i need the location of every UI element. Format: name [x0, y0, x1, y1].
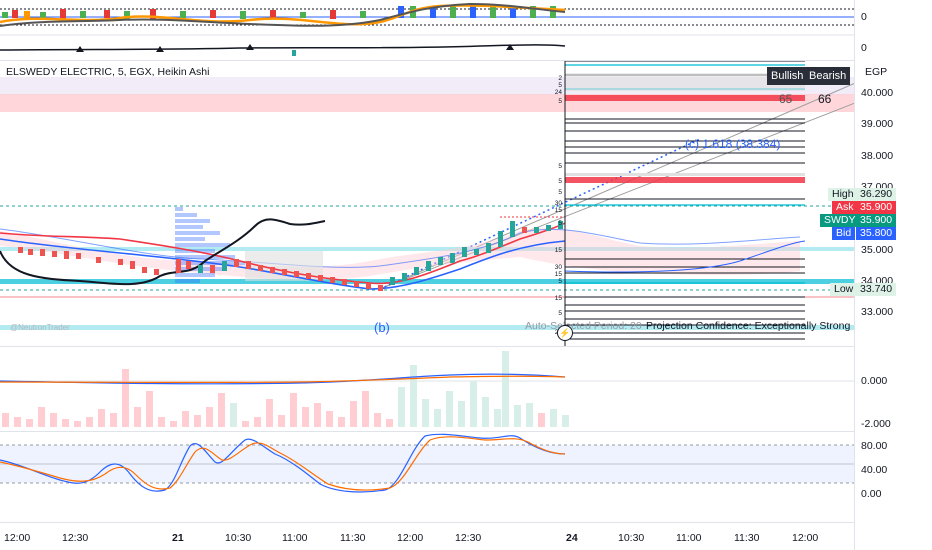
top-indicator-panel[interactable] [0, 0, 854, 60]
stochastic-panel[interactable] [0, 432, 854, 522]
bullish-value: 65 [779, 92, 793, 106]
profile-number: 15 [554, 295, 562, 302]
profile-number: 5 [558, 163, 562, 170]
period-text: Auto-Selected Period: 20 [525, 320, 642, 332]
time-axis-label: 12:30 [62, 532, 89, 544]
momentum-line [0, 44, 566, 51]
bid-tag-value: 35.800 [856, 227, 897, 240]
chart-title: ELSWEDY ELECTRIC, 5, EGX, Heikin Ashi [6, 66, 210, 78]
profile-number: 5 [558, 310, 562, 317]
signal-line [0, 375, 566, 384]
bid-tag-label: Bid [832, 227, 856, 240]
stoch-axis-label: 0.00 [861, 488, 882, 500]
bullish-button[interactable]: Bullish [767, 67, 808, 85]
stoch-axis-label: 40.00 [861, 464, 888, 476]
time-axis-label: 10:30 [225, 532, 252, 544]
confidence-text: Projection Confidence: Exceptionally Str… [646, 320, 851, 332]
time-axis-label: 11:30 [340, 532, 366, 544]
ask-tag-label: Ask [832, 201, 858, 214]
time-axis-label: 24 [566, 532, 578, 544]
price-axis-label: 33.000 [861, 306, 894, 318]
price-chart[interactable] [0, 61, 854, 346]
top-indicator-bars [2, 6, 556, 19]
bearish-button[interactable]: Bearish [805, 67, 851, 85]
time-axis-label: 10:30 [618, 532, 645, 544]
heikin-ashi-candles [18, 221, 563, 291]
time-axis-label: 11:00 [676, 532, 702, 544]
watermark: @NeutronTrader [10, 323, 70, 332]
time-axis-label: 12:00 [792, 532, 819, 544]
low-tag-label: Low [830, 283, 858, 296]
moving-average-blue [0, 238, 566, 290]
profile-number: 30 [554, 264, 562, 271]
symbol-tag-label: SWDY [820, 214, 860, 227]
symbol-tag-value: 35.900 [856, 214, 897, 227]
top-indicator-line-dark [0, 2, 566, 27]
ask-tag-value: 35.900 [856, 201, 897, 214]
macd-line [0, 373, 566, 385]
profile-number: 5 [558, 189, 562, 196]
profile-number: 30 [554, 200, 562, 207]
low-tag-value: 33.740 [856, 283, 897, 296]
currency-label[interactable]: EGP [865, 66, 888, 78]
profile-number: 5 [558, 82, 562, 89]
macd-axis-label: -2.000 [861, 418, 891, 430]
fib-target-label: (c) 1.618 (38.384) [685, 137, 781, 151]
profile-numbers: 2 5 24 5 5 5 5 30 15 5 15 30 15 5 15 5 2… [548, 75, 562, 336]
wave-b-label: (b) [374, 320, 390, 335]
profile-number: 5 [558, 98, 562, 105]
high-tag-label: High [828, 188, 858, 201]
time-axis-label: 12:00 [397, 532, 424, 544]
macd-panel[interactable] [0, 347, 854, 431]
time-axis-label: 21 [172, 532, 184, 544]
profile-number: 15 [554, 271, 562, 278]
stoch-d-line [0, 436, 566, 491]
profile-number: 24 [554, 89, 562, 96]
bearish-value: 66 [818, 92, 832, 106]
time-axis-label: 12:00 [4, 532, 31, 544]
stoch-k-line [0, 433, 566, 493]
time-axis-label: 11:30 [734, 532, 760, 544]
top-axis-label: 0 [861, 42, 867, 54]
price-axis-label: 40.000 [861, 87, 894, 99]
macd-axis-label: 0.000 [861, 375, 888, 387]
profile-number: 5 [558, 278, 562, 285]
stoch-axis-label: 80.00 [861, 440, 888, 452]
profile-number: 5 [558, 220, 562, 227]
profile-number: 2 [558, 75, 562, 82]
price-axis-label: 39.000 [861, 118, 894, 130]
profile-number: 15 [554, 247, 562, 254]
profile-number: 15 [554, 207, 562, 214]
lightning-icon[interactable]: ⚡ [557, 325, 573, 341]
high-tag-value: 36.290 [856, 188, 897, 201]
time-axis-label: 12:30 [455, 532, 482, 544]
price-axis-label: 38.000 [861, 150, 894, 162]
top-axis-label: 0 [861, 11, 867, 23]
price-axis-label: 35.000 [861, 244, 894, 256]
price-axis[interactable]: 0 0 EGP 40.000 39.000 38.000 37.000 35.0… [854, 0, 932, 550]
macd-histogram [2, 351, 569, 427]
profile-number: 5 [558, 178, 562, 185]
time-axis[interactable] [0, 523, 854, 550]
time-axis-label: 11:00 [282, 532, 308, 544]
